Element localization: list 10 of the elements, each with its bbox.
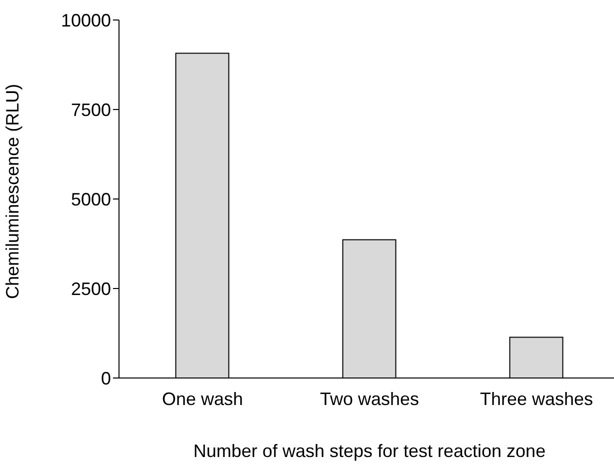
- x-tick-label: Two washes: [320, 388, 420, 409]
- y-tick-label: 2500: [70, 278, 111, 299]
- x-tick-label: Three washes: [480, 388, 594, 409]
- y-tick-label: 10000: [60, 10, 111, 30]
- x-axis-title: Number of wash steps for test reaction zone: [193, 441, 546, 461]
- y-tick-label: 5000: [70, 189, 111, 210]
- y-tick-label: 7500: [70, 100, 111, 120]
- x-tick-label: One wash: [162, 388, 244, 409]
- y-tick-label: 0: [100, 368, 111, 388]
- y-axis-title: Chemiluminescence (RLU): [2, 84, 22, 299]
